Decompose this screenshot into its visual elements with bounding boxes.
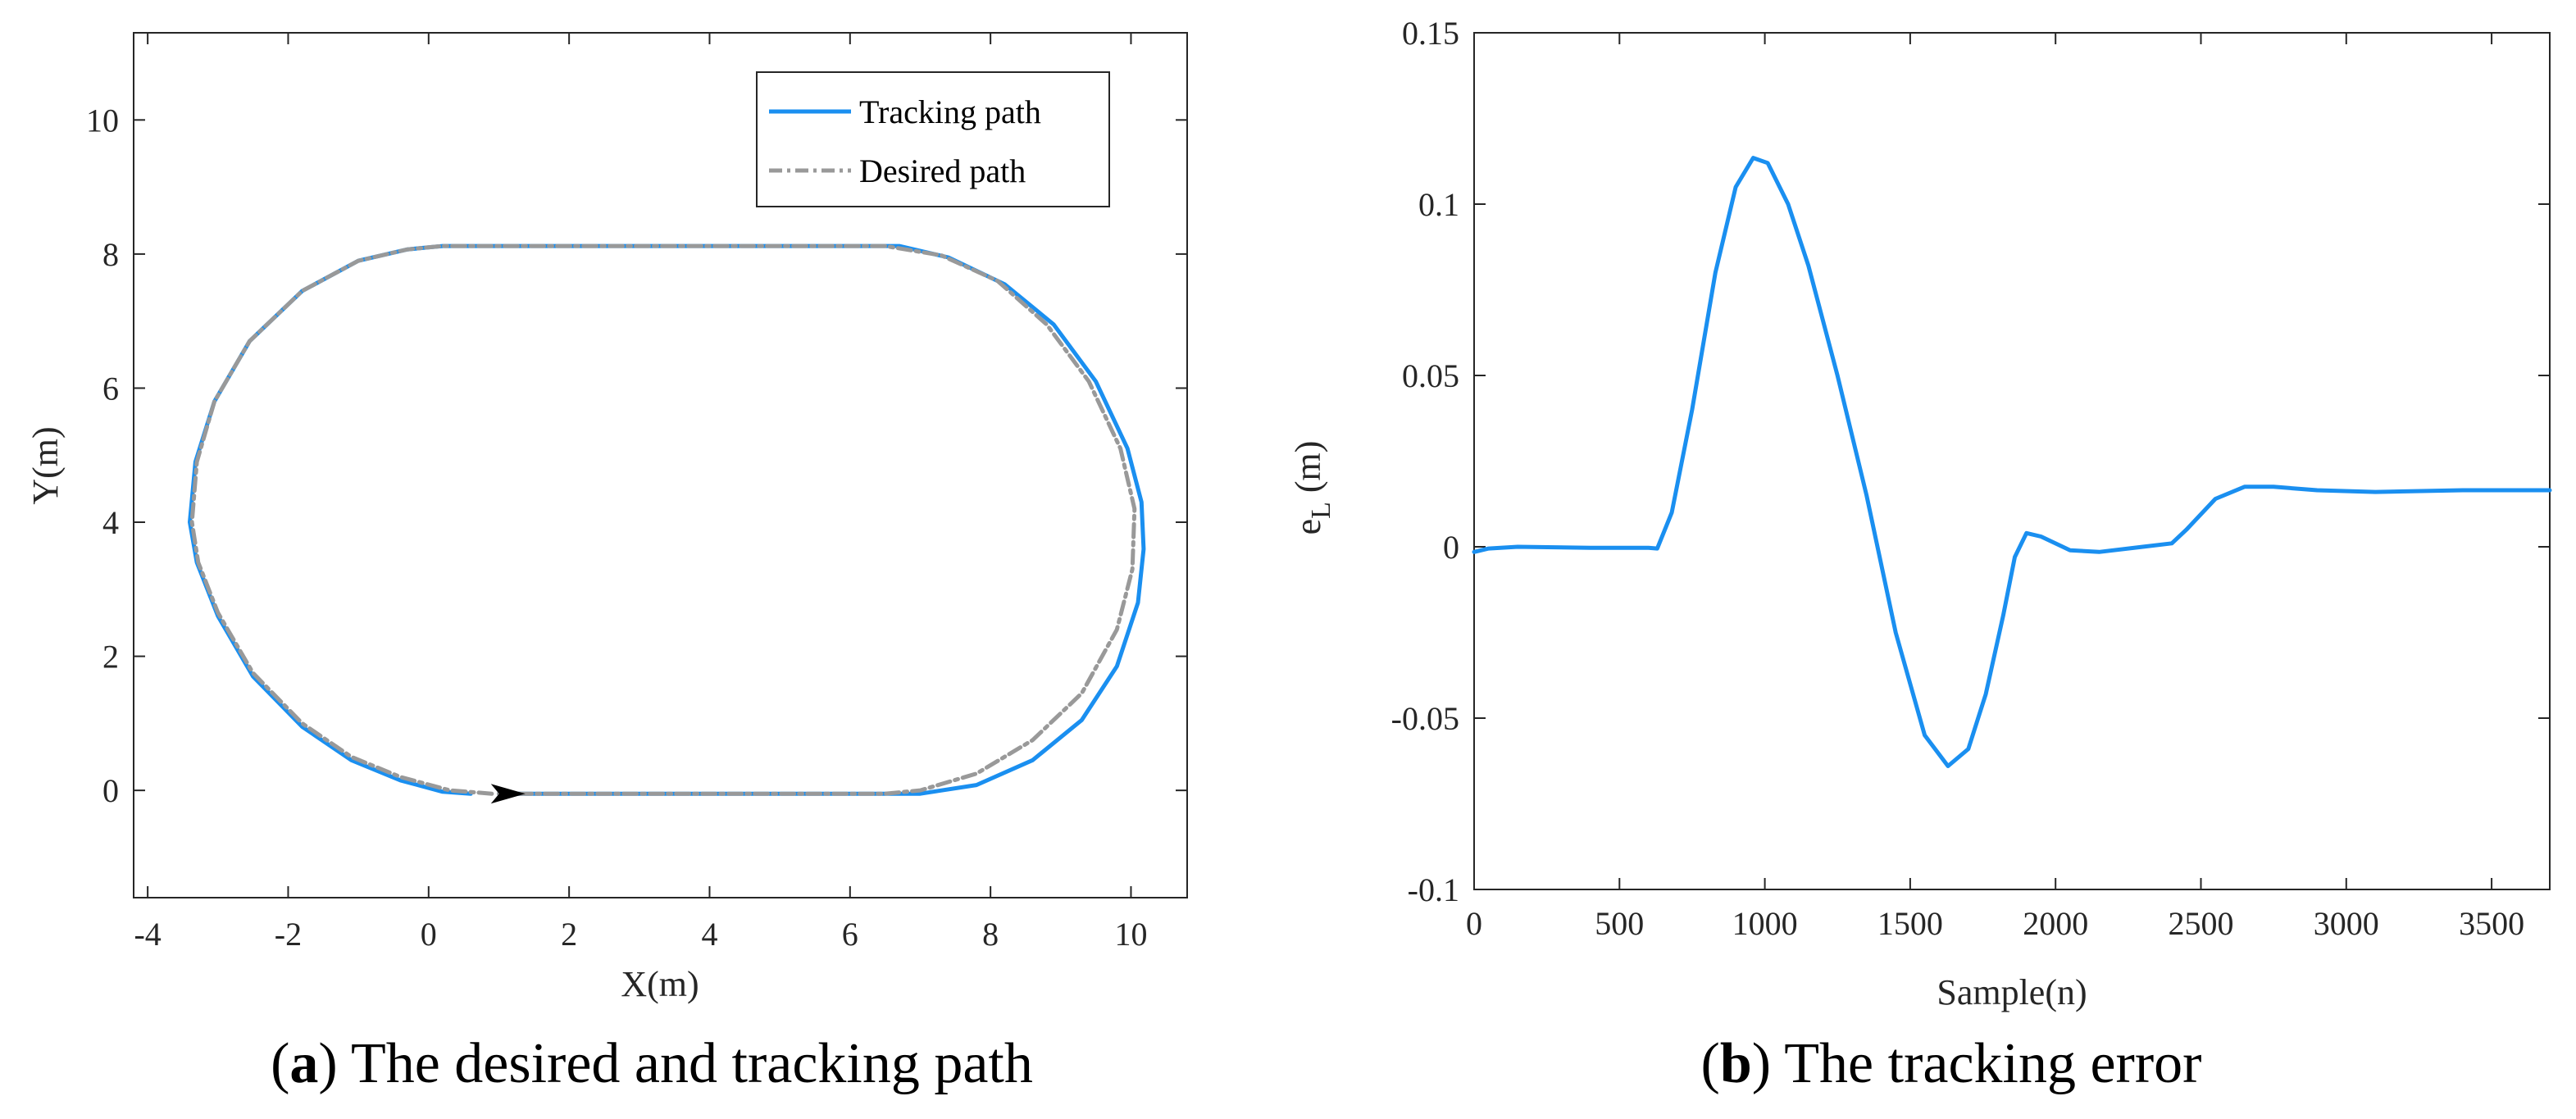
panel-b-ticks: 0 500 1000 1500 2000 2500 3000 3500 -0.1 -0.05 0 0.… (1391, 15, 2550, 942)
panel-b-error-plot: 0 500 1000 1500 2000 2500 3000 3500 -0.1 -0.05 0 0.… (1288, 15, 2552, 1095)
y-tick-label: 8 (102, 236, 119, 273)
x-tick-label: 4 (701, 916, 717, 953)
x-tick-label: -4 (134, 916, 161, 953)
x-tick-label: 1500 (1877, 905, 1943, 942)
x-tick-label: 3500 (2459, 905, 2524, 942)
series-line-desired-path (189, 243, 1137, 796)
legend-label-desired: Desired path (859, 152, 1026, 189)
panel-b-y-label-unit: (m) (1288, 441, 1328, 503)
x-tick-label: 2 (561, 916, 577, 953)
x-tick-label: 1000 (1732, 905, 1798, 942)
panel-a-ticks: -4 -2 0 2 4 6 8 10 0 2 4 6 8 10 (86, 33, 1187, 953)
y-tick-label: 0.15 (1402, 15, 1459, 52)
y-tick-label: 0 (1443, 529, 1459, 566)
panel-a-x-label: X(m) (621, 964, 699, 1004)
x-tick-label: -2 (275, 916, 302, 953)
x-tick-label: 8 (982, 916, 999, 953)
y-tick-label: 10 (86, 102, 119, 139)
panel-b-y-label-main: e (1288, 519, 1328, 535)
x-tick-label: 0 (421, 916, 437, 953)
panel-a-legend: Tracking path Desired path (756, 71, 1110, 207)
y-tick-label: 6 (102, 370, 119, 407)
panel-b-caption-letter: b (1720, 1032, 1752, 1095)
x-tick-label: 2000 (2023, 905, 2088, 942)
panel-b-plot-area (1473, 32, 2551, 890)
x-tick-label: 6 (842, 916, 858, 953)
panel-b-y-label-sub: L (1306, 502, 1336, 519)
panel-b-series (1472, 156, 2552, 768)
panel-b-caption-text: The tracking error (1771, 1032, 2201, 1095)
y-tick-label: -0.1 (1408, 871, 1459, 908)
panel-a-path-plot: -4 -2 0 2 4 6 8 10 0 2 4 6 8 10 X(m) Y(m) Tracking pa… (25, 32, 1188, 1095)
x-tick-label: 3000 (2314, 905, 2379, 942)
panel-a-caption: (a) The desired and tracking path (271, 1032, 1033, 1095)
y-tick-label: 4 (102, 504, 119, 541)
panel-a-y-label: Y(m) (25, 426, 66, 504)
direction-arrow-icon (490, 784, 526, 804)
x-tick-label: 2500 (2168, 905, 2233, 942)
y-tick-label: 0.1 (1418, 186, 1459, 223)
panel-a-caption-text: The desired and tracking path (338, 1032, 1033, 1095)
panel-b-x-label: Sample(n) (1937, 972, 2087, 1012)
x-tick-label: 500 (1595, 905, 1644, 942)
panel-b-caption: (b) The tracking error (1701, 1032, 2202, 1095)
y-tick-label: 0.05 (1402, 357, 1459, 394)
series-line-e-l (1472, 156, 2552, 768)
y-tick-label: 2 (102, 639, 119, 675)
panel-a-caption-letter: a (289, 1032, 318, 1095)
legend-label-tracking: Tracking path (859, 93, 1041, 130)
legend-box (756, 71, 1110, 207)
x-tick-label: 0 (1466, 905, 1482, 942)
panel-a-series (188, 243, 1146, 796)
panel-b-y-label: eL (m) (1288, 441, 1336, 535)
x-tick-label: 10 (1114, 916, 1147, 953)
y-tick-label: -0.05 (1391, 700, 1459, 737)
y-tick-label: 0 (102, 772, 119, 809)
